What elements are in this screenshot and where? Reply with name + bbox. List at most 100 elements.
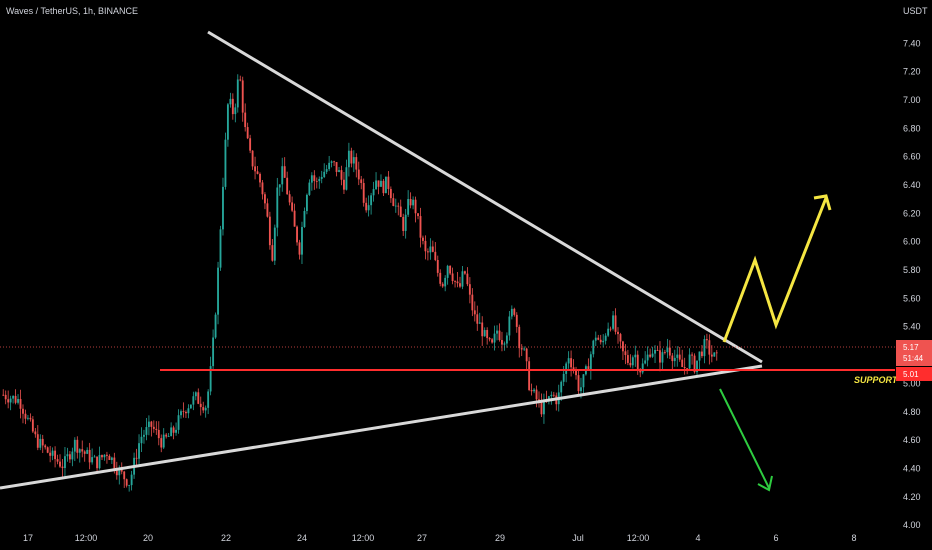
candle-body [496, 330, 498, 334]
candle-body [192, 396, 195, 405]
candle-body [607, 328, 610, 336]
candle-body [424, 240, 427, 252]
time-tick: Jul [572, 533, 584, 543]
candle-body [177, 415, 180, 430]
candle-body [560, 381, 563, 393]
bearish-projection-arrow[interactable] [719, 388, 770, 489]
candle-body [713, 352, 716, 357]
candle-body [128, 485, 131, 486]
candle-body [666, 347, 669, 353]
candle-body [125, 479, 128, 486]
candle-body [580, 387, 582, 392]
candle-body [214, 314, 217, 338]
candle-body [152, 426, 155, 429]
candle-body [120, 468, 123, 472]
candle-body [676, 354, 679, 358]
candle-body [189, 404, 192, 409]
descending-trendline[interactable] [207, 30, 763, 364]
time-axis[interactable]: 17 12:00 20 22 24 12:00 27 29 Jul 12:00 4 6 8 [23, 533, 857, 543]
candle-body [451, 273, 454, 282]
candle-body [429, 246, 432, 253]
candle-body [673, 357, 676, 362]
candle-body [414, 199, 417, 214]
candle-body [609, 328, 612, 330]
candle-body [362, 183, 365, 203]
candle-body [29, 417, 32, 420]
price-tick: 5.80 [903, 265, 921, 275]
candle-body [22, 408, 24, 414]
candle-body [187, 408, 190, 414]
time-tick: 6 [773, 533, 778, 543]
current-price-badge [896, 340, 932, 366]
candle-body [629, 362, 632, 366]
candle-body [523, 348, 526, 350]
candle-body [175, 429, 177, 433]
candle-body [207, 391, 210, 408]
candle-body [231, 98, 234, 115]
candle-body [547, 396, 550, 401]
current-price-value: 5.17 [903, 343, 919, 352]
price-axis[interactable]: 7.40 7.20 7.00 6.80 6.60 6.40 6.20 6.00 5.80 5.60… [903, 38, 921, 530]
candle-body [199, 403, 202, 408]
price-tick: 7.00 [903, 95, 921, 105]
bullish-arrowhead [813, 194, 832, 211]
candle-body [407, 199, 410, 215]
candle-body [54, 450, 57, 460]
support-price-value: 5.01 [903, 370, 919, 379]
price-tick: 4.20 [903, 492, 921, 502]
time-tick: 12:00 [352, 533, 375, 543]
candle-body [698, 351, 701, 361]
candle-body [343, 179, 345, 190]
candle-body [234, 107, 237, 115]
candle-body [688, 354, 691, 369]
candle-body [491, 339, 494, 343]
bullish-projection-arrow[interactable] [722, 197, 828, 343]
candle-body [150, 421, 153, 427]
candle-body [333, 161, 336, 163]
candle-body [209, 366, 212, 392]
symbol-title: Waves / TetherUS, 1h, BINANCE [6, 6, 138, 16]
candle-body [172, 427, 175, 433]
candle-body [355, 157, 358, 170]
candle-body [338, 170, 340, 172]
candle-body [394, 205, 397, 207]
time-tick: 8 [851, 533, 856, 543]
candle-body [73, 439, 76, 452]
candle-body [631, 357, 634, 366]
candle-body [81, 449, 84, 452]
price-tick: 4.60 [903, 435, 921, 445]
candle-body [224, 139, 227, 187]
candle-body [441, 283, 444, 287]
candle-body [515, 314, 518, 327]
candle-body [575, 369, 577, 376]
candle-body [352, 157, 355, 164]
candle-body [715, 352, 718, 354]
candle-body [459, 283, 461, 287]
candle-body [656, 349, 659, 351]
candle-body [4, 394, 7, 400]
candle-body [325, 169, 328, 172]
candle-body [182, 411, 185, 413]
candle-body [614, 315, 617, 332]
candle-body [93, 456, 96, 458]
candle-body [96, 456, 98, 469]
candle-body [392, 198, 395, 206]
time-tick: 24 [297, 533, 307, 543]
ascending-trendline[interactable] [0, 364, 763, 490]
time-tick: 29 [495, 533, 505, 543]
candle-body [360, 179, 363, 184]
candle-body [589, 354, 592, 371]
candle-body [108, 455, 111, 461]
candle-body [434, 251, 437, 261]
candle-body [570, 358, 573, 368]
candle-body [604, 335, 607, 341]
candle-body [305, 194, 308, 211]
candle-body [17, 399, 19, 403]
candle-body [384, 176, 387, 194]
candle-body [525, 348, 528, 362]
candle-body [417, 213, 419, 217]
candle-body [296, 226, 298, 243]
candle-body [118, 468, 121, 476]
